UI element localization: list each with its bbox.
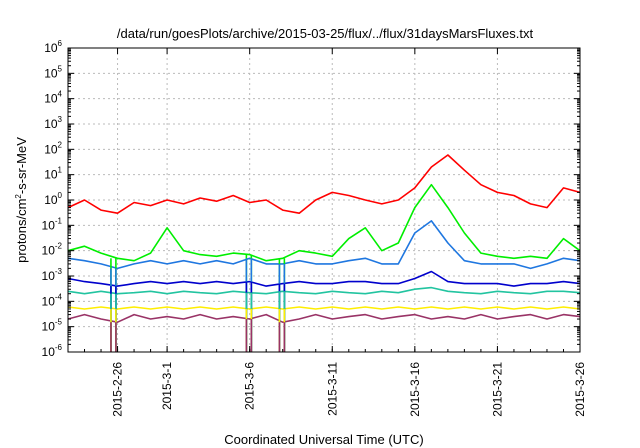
y-tick-label: 10-6 — [42, 343, 63, 359]
series-line — [67, 270, 581, 287]
x-axis-label: Coordinated Universal Time (UTC) — [224, 432, 423, 447]
chart-grid — [68, 47, 581, 353]
y-axis-label: protons/cm2-s-sr-MeV — [14, 137, 29, 263]
x-axis: 2015-2-26 2015-3-1 2015-3-6 2015-3-11 2015-3… — [67, 48, 587, 417]
y-tick-label: 10-4 — [42, 292, 63, 308]
y-tick-label: 10-5 — [42, 318, 63, 334]
series-line — [67, 154, 581, 214]
series-line — [67, 286, 581, 295]
y-tick-label: 10-3 — [42, 267, 63, 283]
y-tick-label: 104 — [44, 90, 62, 106]
y-tick-label: 102 — [44, 140, 62, 156]
y-axis: 10-6 10-5 10-4 10-3 10-2 10-1 100 101 102 103 104 1… — [42, 39, 580, 359]
series-line — [67, 183, 581, 262]
x-tick-label: 2015-3-1 — [160, 362, 174, 410]
x-tick-label: 2015-3-26 — [573, 362, 587, 417]
series-line — [67, 313, 581, 324]
x-tick-label: 2015-2-26 — [111, 362, 125, 417]
y-tick-label: 10-1 — [42, 216, 63, 232]
chart-title: /data/run/goesPlots/archive/2015-03-25/f… — [117, 26, 534, 41]
series-line — [67, 220, 581, 270]
series-line — [67, 306, 581, 310]
y-tick-label: 106 — [44, 39, 62, 55]
y-tick-label: 103 — [44, 115, 62, 131]
y-tick-label: 100 — [44, 191, 62, 207]
y-tick-label: 101 — [44, 166, 62, 182]
x-tick-label: 2015-3-6 — [243, 362, 257, 410]
x-tick-label: 2015-3-11 — [325, 362, 339, 416]
y-tick-label: 105 — [44, 64, 62, 80]
chart-series — [67, 154, 581, 352]
x-tick-label: 2015-3-16 — [408, 362, 422, 417]
y-tick-label: 10-2 — [42, 242, 63, 258]
x-tick-label: 2015-3-21 — [490, 362, 504, 417]
